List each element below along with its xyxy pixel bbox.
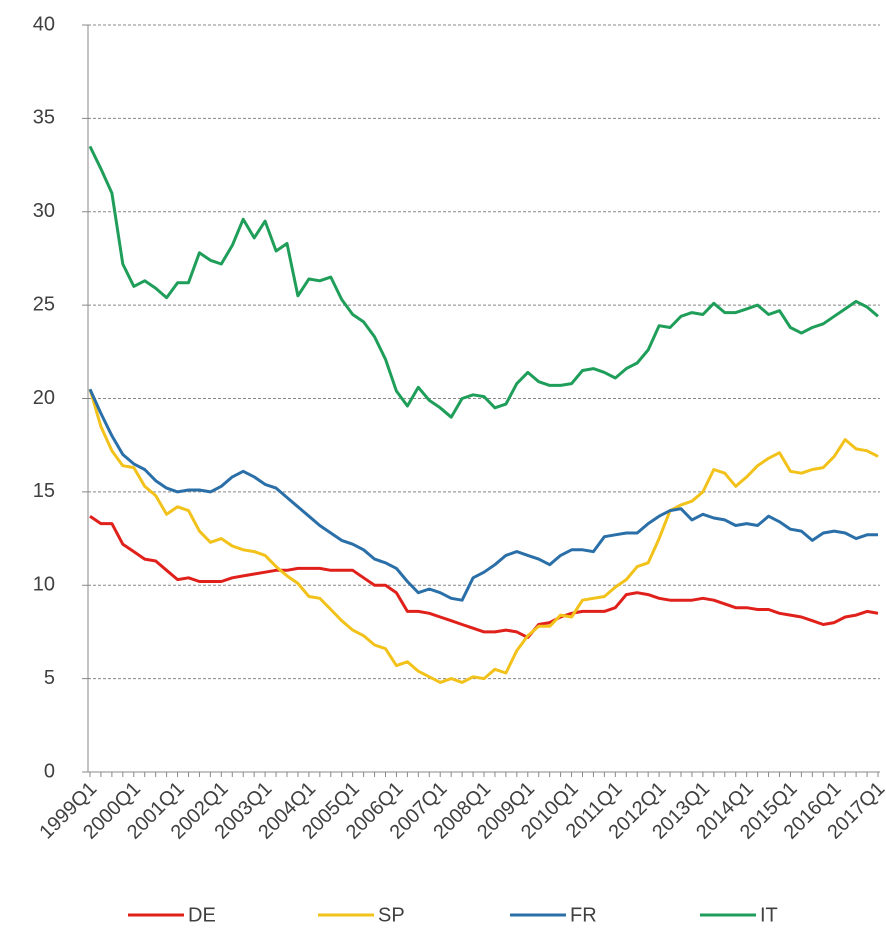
y-tick-label: 30 xyxy=(33,200,55,222)
series-line xyxy=(88,388,878,602)
legend-label: FR xyxy=(570,904,597,926)
series-line xyxy=(89,514,879,639)
y-tick-label: 10 xyxy=(33,574,55,596)
y-tick-label: 5 xyxy=(44,667,55,689)
y-tick-label: 15 xyxy=(33,480,55,502)
y-tick-label: 25 xyxy=(33,293,55,315)
y-tick-label: 35 xyxy=(33,107,55,129)
series-line xyxy=(88,145,879,419)
legend-label: SP xyxy=(378,904,405,926)
legend-label: IT xyxy=(760,904,778,926)
series-line xyxy=(88,388,879,684)
y-tick-label: 0 xyxy=(44,760,55,782)
y-tick-label: 40 xyxy=(33,13,55,35)
y-tick-label: 20 xyxy=(33,387,55,409)
legend-label: DE xyxy=(188,904,216,926)
